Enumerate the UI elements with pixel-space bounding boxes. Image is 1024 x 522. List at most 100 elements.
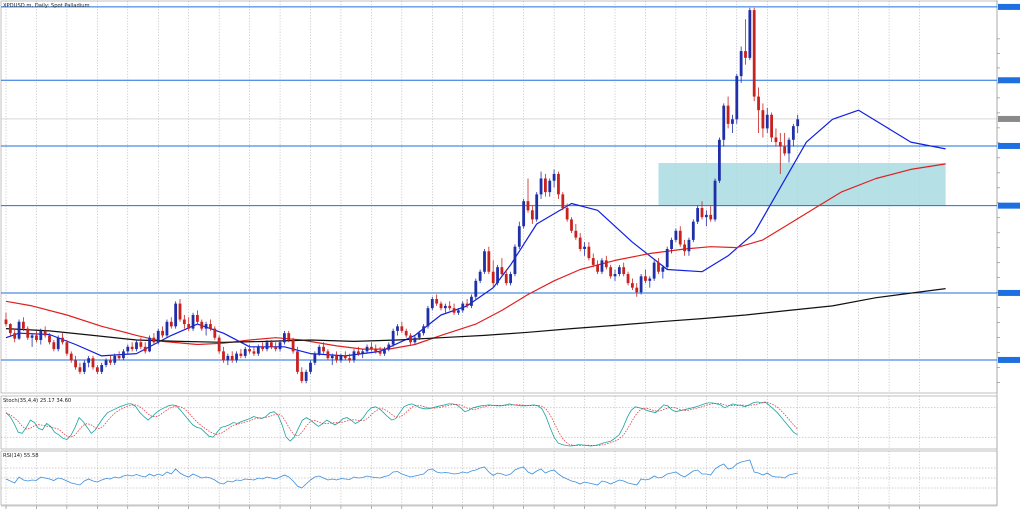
candle xyxy=(117,351,121,361)
candle-body xyxy=(613,274,617,277)
candle-body xyxy=(370,346,373,350)
candle xyxy=(143,342,147,354)
candle-body xyxy=(356,351,360,354)
candle xyxy=(678,226,682,247)
candle xyxy=(609,264,613,279)
candle xyxy=(735,73,739,124)
rsi-title: RSI(14) 55.58 xyxy=(3,453,39,459)
candle-body xyxy=(361,351,365,354)
candle-body xyxy=(269,342,273,347)
moving-average-mid xyxy=(5,163,946,350)
candle-body xyxy=(143,346,147,352)
candle xyxy=(126,344,130,354)
candle-body xyxy=(174,303,178,327)
candle-body xyxy=(574,230,578,238)
candle-body xyxy=(696,208,700,222)
candle-body xyxy=(674,230,678,240)
candle xyxy=(665,246,669,270)
candle-body xyxy=(404,330,408,336)
candle-body xyxy=(496,267,499,284)
candle xyxy=(152,333,156,345)
candle-body xyxy=(700,208,704,218)
candle xyxy=(256,344,260,356)
candle xyxy=(352,349,356,363)
candle-body xyxy=(665,248,669,268)
moving-average-slow xyxy=(5,288,946,343)
candle-body xyxy=(778,142,782,147)
candle-body xyxy=(648,278,652,281)
candle xyxy=(95,365,99,375)
candle xyxy=(491,260,495,288)
candle-body xyxy=(91,358,95,368)
candle xyxy=(696,205,700,224)
candle xyxy=(322,342,325,354)
candle-body xyxy=(526,201,530,211)
candle xyxy=(670,237,673,254)
candle-body xyxy=(513,246,517,275)
candle-body xyxy=(43,330,47,336)
candle-body xyxy=(278,342,282,350)
candle xyxy=(700,201,704,220)
candle xyxy=(404,328,408,338)
candle-body xyxy=(783,146,787,154)
candle-body xyxy=(552,173,556,181)
candle-body xyxy=(61,337,64,343)
candle-body xyxy=(678,230,682,245)
candle-body xyxy=(100,365,104,372)
candle xyxy=(335,351,338,363)
candle-body xyxy=(422,326,425,334)
candle-body xyxy=(752,10,756,97)
candle xyxy=(522,198,526,229)
candle xyxy=(657,258,660,275)
candle-body xyxy=(474,280,478,297)
candle-body xyxy=(657,262,660,272)
consolidation-zone xyxy=(658,162,946,206)
candle-body xyxy=(178,303,182,320)
candle xyxy=(413,335,417,345)
candle-body xyxy=(265,342,269,350)
level-price-tag xyxy=(998,202,1020,209)
candle xyxy=(383,346,386,356)
candle-body xyxy=(126,346,130,352)
candle xyxy=(148,335,151,353)
candle-body xyxy=(530,210,534,220)
candle-body xyxy=(735,76,739,120)
level-price-tag xyxy=(998,356,1020,363)
candle xyxy=(287,330,291,343)
candle xyxy=(100,362,104,375)
level-price-tag xyxy=(998,142,1020,149)
candle-body xyxy=(631,283,634,288)
candle xyxy=(770,112,773,143)
candle xyxy=(317,344,321,356)
candle xyxy=(243,346,247,359)
candle-body xyxy=(139,342,143,347)
candle-body xyxy=(217,337,221,352)
candle xyxy=(439,301,443,311)
candle-body xyxy=(330,355,334,359)
candle-body xyxy=(22,321,25,329)
candle-body xyxy=(400,326,404,331)
candle-body xyxy=(191,314,195,329)
candle xyxy=(435,294,439,306)
candle xyxy=(483,248,486,275)
candle xyxy=(235,351,238,363)
candle xyxy=(513,244,517,277)
candle-body xyxy=(17,321,21,339)
candle-body xyxy=(691,221,695,240)
candle-body xyxy=(709,214,713,220)
candle xyxy=(539,171,543,199)
candle xyxy=(744,19,747,65)
candle-body xyxy=(222,351,225,361)
candle-body xyxy=(557,173,560,195)
candle xyxy=(135,339,138,352)
candle xyxy=(496,264,499,286)
candle-body xyxy=(343,355,347,359)
candle xyxy=(239,349,243,359)
candle xyxy=(661,264,665,279)
candle xyxy=(544,173,547,197)
candle-body xyxy=(26,328,30,338)
candle-body xyxy=(213,328,217,338)
candle xyxy=(504,269,508,286)
candle xyxy=(774,128,778,147)
